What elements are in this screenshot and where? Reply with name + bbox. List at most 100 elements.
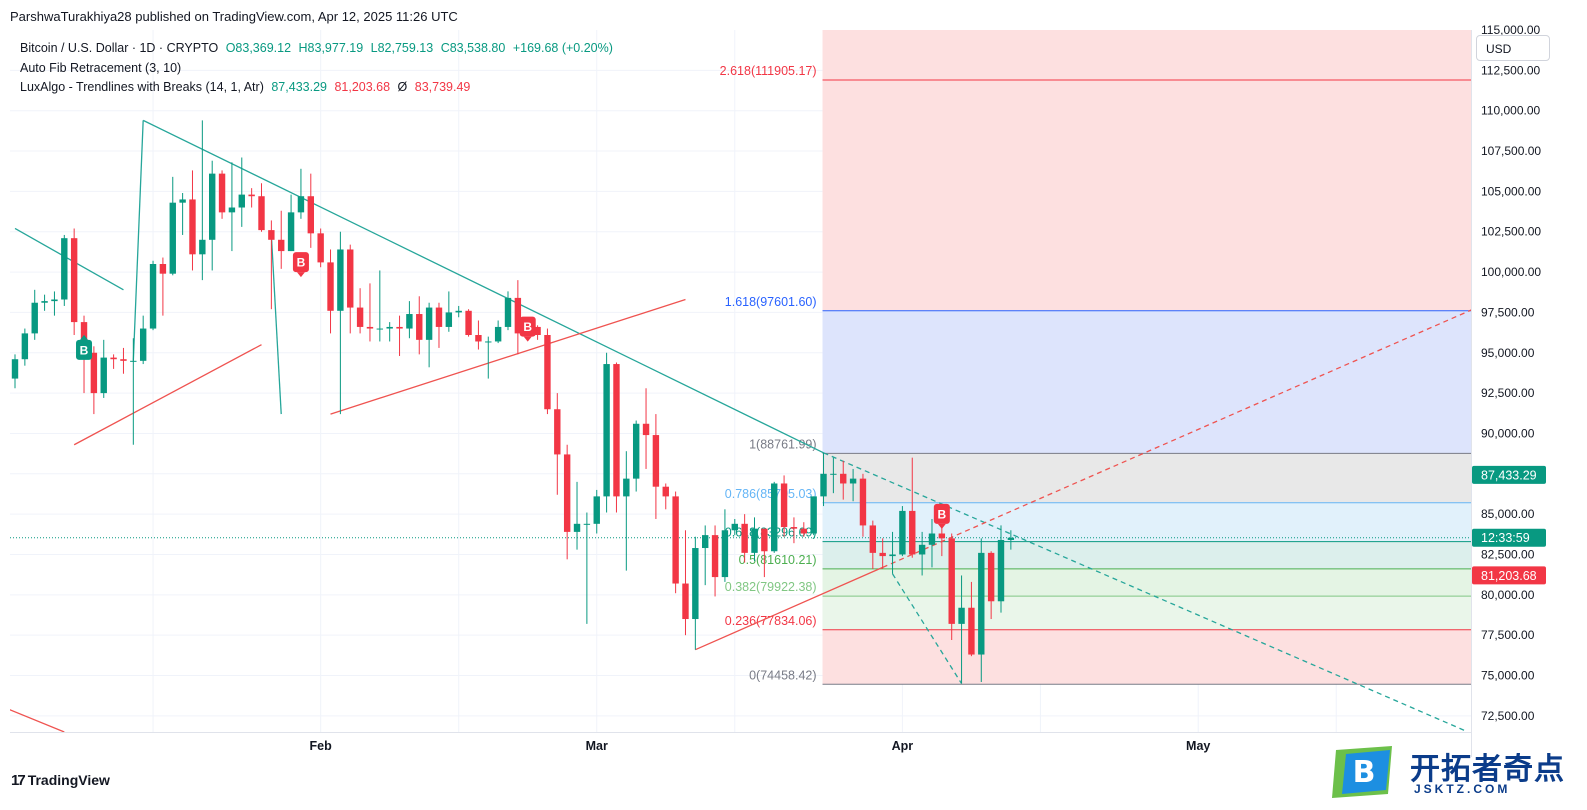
trendline-connector	[891, 573, 963, 684]
y-tick-label: 75,000.00	[1481, 669, 1535, 683]
candle-body	[485, 341, 492, 343]
candle-body	[425, 307, 433, 340]
trendline-resistance	[142, 119, 824, 454]
candle	[445, 291, 453, 332]
y-tick-label: 112,500.00	[1481, 63, 1540, 77]
chart-legend: Bitcoin / U.S. Dollar · 1D · CRYPTO O83,…	[20, 39, 617, 98]
fib-level-label: 0.5(81610.21)	[739, 553, 817, 567]
candle	[751, 517, 758, 561]
candle-body	[938, 533, 946, 539]
fib-level-label: 2.618(111905.17)	[720, 64, 817, 78]
candle-body	[258, 196, 265, 231]
fib-zone	[822, 629, 1471, 685]
candle	[938, 527, 946, 557]
candle-body	[130, 360, 137, 362]
trendline-support	[882, 309, 1471, 568]
candle-body	[879, 552, 886, 557]
candle	[307, 173, 314, 248]
candle	[278, 210, 285, 269]
break-marker-pointer	[296, 272, 305, 278]
candle-body	[958, 607, 965, 624]
tradingview-logo[interactable]: 17 TradingView	[11, 772, 110, 789]
candle	[356, 288, 364, 334]
candle-body	[504, 297, 512, 327]
ohlc-open: O83,369.12	[225, 41, 292, 55]
candle-body	[682, 583, 689, 620]
candle-body	[859, 478, 867, 526]
y-tick-label: 105,000.00	[1481, 184, 1541, 198]
candle	[1007, 530, 1015, 550]
candle-body	[554, 409, 561, 455]
candle-body	[41, 301, 48, 303]
candle-body	[800, 528, 807, 534]
candle	[61, 234, 68, 306]
y-tick-label: 110,000.00	[1481, 104, 1540, 118]
candle-body	[228, 207, 236, 213]
candle-body	[248, 194, 255, 197]
candle	[820, 452, 827, 507]
trendline-connector	[270, 234, 282, 415]
candle-body	[731, 523, 738, 531]
candle-body	[603, 364, 610, 497]
candle	[209, 160, 216, 271]
candle-body	[692, 548, 699, 620]
candle	[790, 517, 798, 544]
candle-body	[948, 538, 955, 624]
candle-body	[563, 454, 571, 532]
currency-button[interactable]: USD	[1476, 35, 1550, 61]
candle-body	[11, 359, 19, 379]
candle-body	[780, 483, 788, 528]
candle-body	[406, 314, 413, 329]
candle	[623, 451, 630, 571]
candle-body	[987, 552, 995, 602]
break-marker-box	[933, 503, 950, 524]
candle	[218, 170, 226, 219]
candle	[613, 362, 620, 513]
candle-body	[209, 173, 216, 240]
x-tick-label: May	[1186, 739, 1210, 753]
candle-body	[287, 212, 295, 252]
candle-body	[455, 310, 462, 313]
candle-body	[31, 302, 38, 334]
candle-body	[347, 249, 354, 308]
candle-body	[70, 238, 78, 323]
site-watermark: B 开拓者奇点 JSKTZ.COM	[1330, 740, 1570, 802]
trendline-connector	[132, 120, 144, 361]
break-marker-label: B	[523, 320, 532, 334]
candle	[830, 457, 837, 494]
candle	[41, 294, 48, 311]
ohlc-change: +169.68 (+0.20%)	[512, 41, 613, 55]
fib-zone	[822, 541, 1471, 569]
candle-body	[751, 528, 758, 553]
candle	[721, 509, 729, 582]
candle	[248, 188, 255, 208]
fib-indicator-row[interactable]: Auto Fib Retracement (3, 10)	[20, 59, 617, 79]
candle-body	[968, 607, 975, 655]
candle	[297, 168, 305, 219]
candle	[859, 473, 867, 537]
y-tick-label: 77,500.00	[1481, 628, 1535, 642]
symbol-title[interactable]: Bitcoin / U.S. Dollar · 1D · CRYPTO	[20, 41, 219, 55]
fib-level-label: 0.786(85705.03)	[725, 487, 817, 501]
candle-body	[494, 326, 502, 342]
candle	[741, 514, 748, 563]
candle	[494, 320, 502, 344]
candle-body	[741, 523, 748, 553]
candle	[761, 528, 768, 578]
candle-body	[110, 357, 117, 360]
ohlc-close: C83,538.80	[440, 41, 506, 55]
candle	[662, 483, 669, 510]
candle	[11, 354, 19, 389]
candle	[731, 518, 738, 536]
trend-indicator-row[interactable]: LuxAlgo - Trendlines with Breaks (14, 1,…	[20, 78, 617, 98]
fib-zone	[822, 30, 1471, 80]
plot-area: 2.618(111905.17)1.618(97601.60)1(88761.9…	[10, 30, 1471, 732]
candle-body	[771, 483, 778, 552]
candle	[672, 491, 679, 594]
candle	[632, 420, 640, 492]
candle	[928, 518, 936, 568]
candle	[347, 244, 354, 334]
candle	[327, 249, 334, 334]
axis-price-label-text: 87,433.29	[1481, 468, 1537, 482]
